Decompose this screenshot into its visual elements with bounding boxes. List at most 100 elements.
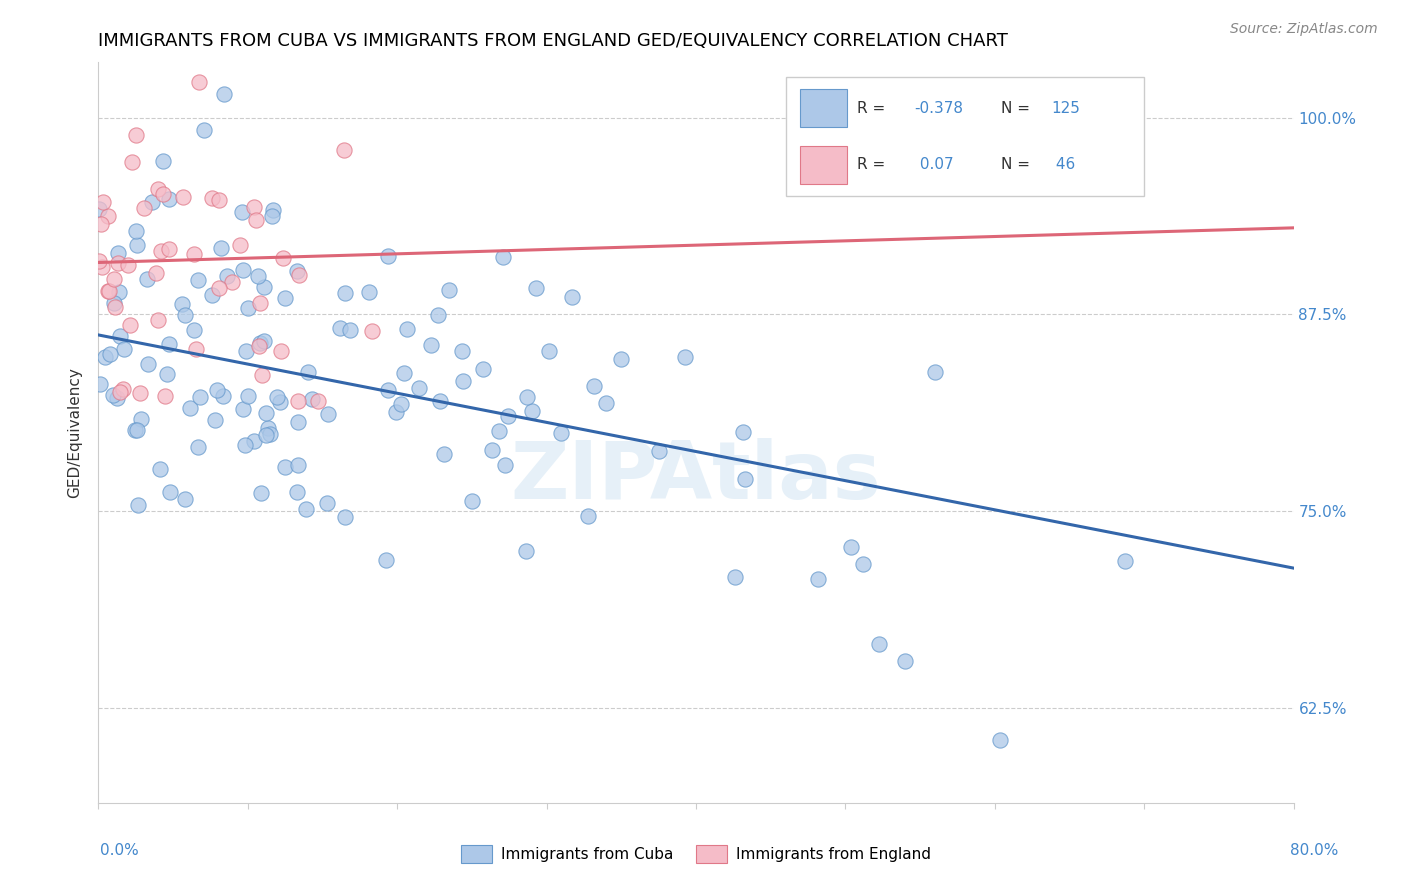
Point [232, 263, 254, 277]
Point [145, 266, 167, 280]
Point [209, 241, 232, 255]
Point [339, 322, 361, 336]
Point [179, 401, 201, 415]
Point [262, 209, 284, 223]
Point [90, 217, 112, 231]
Point [492, 250, 515, 264]
Point [332, 144, 354, 158]
Point [186, 342, 208, 356]
Point [108, 384, 131, 399]
Point [259, 426, 281, 441]
Point [561, 290, 583, 304]
Text: ZIPAtlas: ZIPAtlas [510, 438, 882, 516]
Point [108, 328, 131, 343]
Point [152, 154, 174, 169]
Point [307, 394, 329, 409]
Point [97, 209, 120, 223]
Point [893, 654, 915, 668]
Point [238, 389, 260, 403]
Text: 80.0%: 80.0% [1291, 843, 1339, 857]
Point [1114, 554, 1136, 568]
Point [193, 122, 215, 136]
Point [183, 247, 205, 261]
Point [156, 367, 179, 381]
Point [285, 264, 308, 278]
Point [103, 272, 125, 286]
Point [124, 423, 146, 437]
Point [242, 434, 264, 449]
Point [87, 202, 110, 217]
Point [582, 379, 605, 393]
Point [129, 385, 152, 400]
Point [495, 458, 517, 472]
Point [249, 336, 271, 351]
Point [183, 324, 205, 338]
Point [217, 268, 239, 283]
Point [988, 732, 1011, 747]
Point [150, 244, 173, 258]
Point [89, 376, 111, 391]
Point [153, 389, 176, 403]
Point [576, 508, 599, 523]
Point [107, 285, 129, 299]
Point [174, 308, 197, 322]
Point [333, 510, 356, 524]
Point [107, 255, 129, 269]
Point [335, 285, 357, 300]
Point [136, 271, 159, 285]
Point [295, 502, 318, 516]
Point [384, 405, 406, 419]
Text: Source: ZipAtlas.com: Source: ZipAtlas.com [1230, 22, 1378, 37]
Point [172, 297, 194, 311]
Point [159, 484, 181, 499]
Point [481, 443, 503, 458]
Point [450, 344, 472, 359]
Point [91, 260, 114, 274]
Point [247, 268, 270, 283]
Point [146, 182, 169, 196]
Point [498, 409, 520, 423]
Point [146, 312, 169, 326]
Point [187, 440, 209, 454]
Point [329, 321, 352, 335]
Point [107, 245, 129, 260]
Point [98, 347, 121, 361]
Point [221, 275, 243, 289]
Point [208, 193, 231, 207]
Point [537, 344, 560, 359]
Point [550, 426, 572, 441]
Point [610, 351, 633, 366]
Point [231, 205, 253, 219]
Point [471, 362, 494, 376]
Point [839, 540, 862, 554]
Point [437, 284, 460, 298]
Point [389, 397, 412, 411]
Point [236, 301, 259, 315]
Point [212, 87, 235, 102]
Point [149, 462, 172, 476]
Point [396, 322, 419, 336]
Point [141, 194, 163, 209]
Point [852, 557, 875, 571]
Point [377, 383, 399, 397]
Y-axis label: GED/Equivalency: GED/Equivalency [67, 368, 83, 498]
Point [287, 458, 309, 473]
Point [274, 460, 297, 475]
Point [520, 404, 543, 418]
Point [357, 285, 380, 300]
Point [200, 287, 222, 301]
Point [253, 334, 276, 348]
Point [301, 392, 323, 407]
Point [129, 411, 152, 425]
Point [807, 572, 830, 586]
Point [287, 268, 309, 282]
Point [868, 636, 890, 650]
Point [152, 187, 174, 202]
Point [257, 421, 280, 435]
Point [187, 273, 209, 287]
Point [249, 296, 271, 310]
Point [247, 339, 270, 353]
Point [316, 496, 339, 510]
Point [515, 544, 537, 558]
Point [211, 389, 233, 403]
